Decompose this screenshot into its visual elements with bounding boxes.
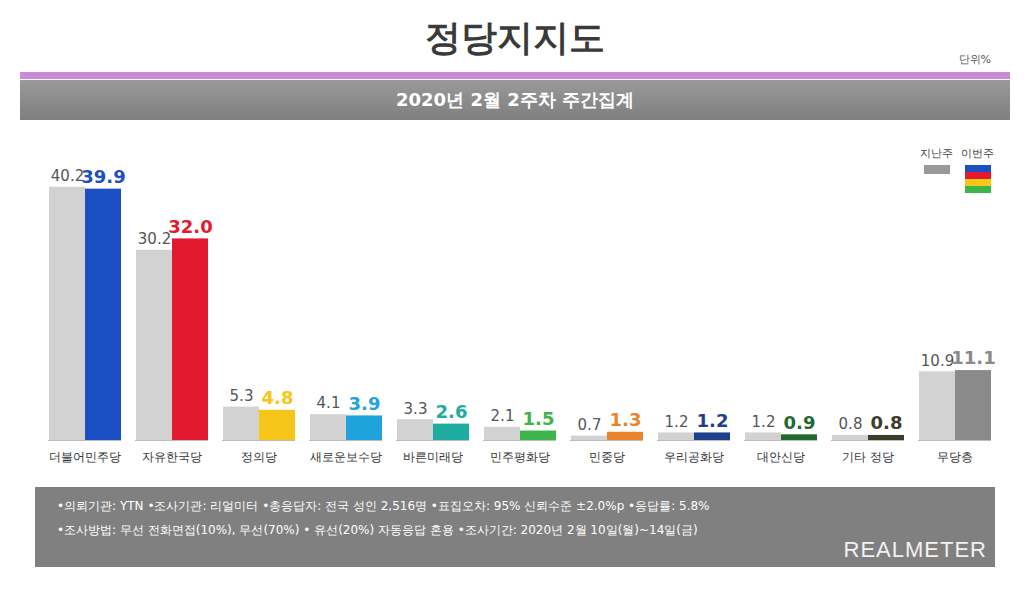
svg-text:기타 정당: 기타 정당 [842, 450, 894, 464]
svg-text:3.9: 3.9 [349, 393, 381, 414]
html-text:단위%: 단위% [958, 53, 991, 66]
svg-text:1.3: 1.3 [610, 409, 642, 430]
svg-text:4.1: 4.1 [317, 394, 341, 412]
svg-text:0.8: 0.8 [839, 415, 863, 433]
svg-text:10.9: 10.9 [921, 352, 954, 370]
html-text:정당지지도: 정당지지도 [424, 17, 605, 58]
svg-text:1.2: 1.2 [697, 410, 729, 431]
svg-text:0.9: 0.9 [784, 412, 816, 433]
html-text:이번주: 이번주 [961, 147, 994, 160]
svg-text:자유한국당: 자유한국당 [142, 450, 202, 464]
svg-text:바른미래당: 바른미래당 [403, 450, 463, 464]
html-text:•조사방법: 무선 전화면접(10%), 무선(70%) •: •조사방법: 무선 전화면접(10%), 무선(70%) • 유선(20%) 자… [57, 523, 698, 537]
svg-text:새로운보수당: 새로운보수당 [310, 450, 382, 464]
svg-text:우리공화당: 우리공화당 [664, 450, 724, 464]
svg-text:더불어민주당: 더불어민주당 [49, 450, 121, 464]
svg-text:11.1: 11.1 [951, 347, 995, 368]
svg-text:40.2: 40.2 [51, 167, 84, 185]
html-text:REALMETER: REALMETER [843, 537, 987, 562]
svg-text:4.8: 4.8 [262, 387, 294, 408]
svg-text:2.6: 2.6 [436, 401, 468, 422]
svg-text:30.2: 30.2 [138, 230, 171, 248]
svg-text:정의당: 정의당 [241, 450, 277, 464]
html-text:2020년 2월 2주차 주간집계: 2020년 2월 2주차 주간집계 [396, 89, 634, 110]
svg-text:3.3: 3.3 [404, 400, 428, 418]
svg-text:대안신당: 대안신당 [757, 450, 805, 464]
svg-text:1.5: 1.5 [523, 408, 555, 429]
svg-text:2.1: 2.1 [491, 407, 515, 425]
svg-text:1.2: 1.2 [752, 413, 776, 431]
html-text:지난주: 지난주 [920, 147, 953, 160]
svg-text:39.9: 39.9 [81, 166, 125, 187]
svg-text:무당층: 무당층 [937, 450, 973, 464]
svg-text:민중당: 민중당 [589, 450, 625, 464]
svg-text:1.2: 1.2 [665, 413, 689, 431]
svg-text:0.8: 0.8 [871, 412, 903, 433]
svg-text:5.3: 5.3 [230, 387, 254, 405]
svg-text:0.7: 0.7 [578, 416, 602, 434]
html-text:•의뢰기관: YTN •조사기관: 리얼미터 •총응답자:: •의뢰기관: YTN •조사기관: 리얼미터 •총응답자: 전국 성인 2,51… [57, 499, 710, 513]
svg-text:32.0: 32.0 [168, 216, 212, 237]
svg-text:민주평화당: 민주평화당 [490, 450, 550, 464]
